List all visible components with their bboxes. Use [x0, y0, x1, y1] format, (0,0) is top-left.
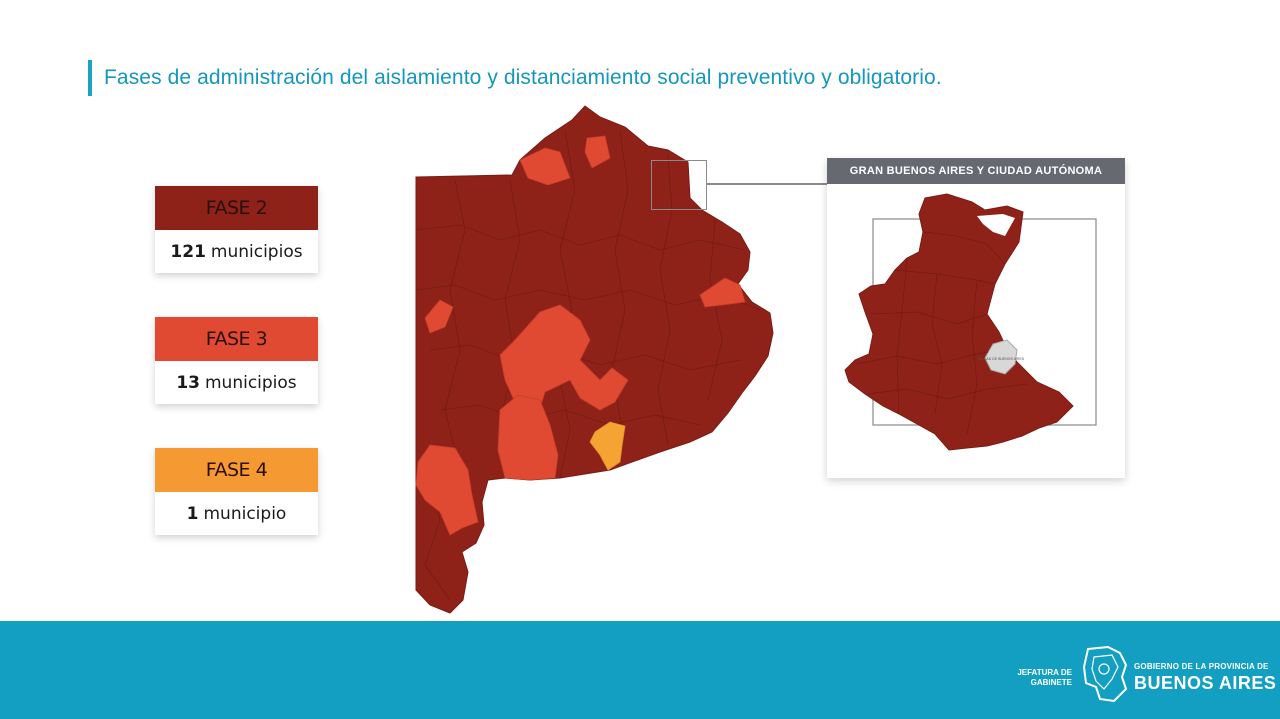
province-shape — [415, 105, 774, 614]
legend-card-fase-3: FASE 3 13 municipios — [155, 317, 318, 404]
province-map — [415, 105, 774, 614]
legend-card-fase-4: FASE 4 1 municipio — [155, 448, 318, 535]
legend-unit: municipios — [210, 241, 303, 262]
org-left-label: JEFATURA DE GABINETE — [1017, 668, 1072, 687]
legend-count-row: 13 municipios — [155, 361, 318, 404]
inset-title: GRAN BUENOS AIRES Y CIUDAD AUTÓNOMA — [827, 158, 1125, 184]
gba-shape — [844, 193, 1074, 451]
org-right-small: GOBIERNO DE LA PROVINCIA DE — [1134, 662, 1269, 671]
org-right-block: GOBIERNO DE LA PROVINCIA DE BUENOS AIRES — [1134, 662, 1276, 694]
zoom-indicator-box — [651, 160, 707, 210]
province-logo-icon — [1082, 645, 1128, 703]
legend-count: 13 — [176, 372, 200, 393]
inset-panel: GRAN BUENOS AIRES Y CIUDAD AUTÓNOMA CIUD… — [827, 158, 1125, 478]
org-right-big: BUENOS AIRES — [1134, 673, 1277, 693]
legend-card-fase-2: FASE 2 121 municipios — [155, 186, 318, 273]
inset-map: CIUDAD DE BUENOS AIRES — [844, 193, 1097, 451]
fase-3-districts — [415, 135, 746, 536]
legend-count-row: 121 municipios — [155, 230, 318, 273]
footer-bar — [0, 621, 1280, 719]
legend-phase-label: FASE 4 — [155, 448, 318, 492]
legend-phase-label: FASE 3 — [155, 317, 318, 361]
page-title: Fases de administración del aislamiento … — [104, 66, 942, 89]
river-channel — [977, 214, 1015, 236]
legend-count: 1 — [186, 503, 199, 524]
caba-label: CIUDAD DE BUENOS AIRES — [978, 357, 1025, 361]
inset-district-lines — [856, 231, 1028, 435]
title-block: Fases de administración del aislamiento … — [88, 60, 942, 96]
fase-4-district — [589, 421, 626, 471]
legend-unit: municipios — [204, 372, 297, 393]
caba-city-area — [984, 339, 1018, 375]
legend-count: 121 — [170, 241, 206, 262]
legend-count-row: 1 municipio — [155, 492, 318, 535]
zoom-connector-line — [707, 183, 827, 185]
legend-phase-label: FASE 2 — [155, 186, 318, 230]
legend-unit: municipio — [203, 503, 287, 524]
title-accent-bar — [88, 60, 92, 96]
